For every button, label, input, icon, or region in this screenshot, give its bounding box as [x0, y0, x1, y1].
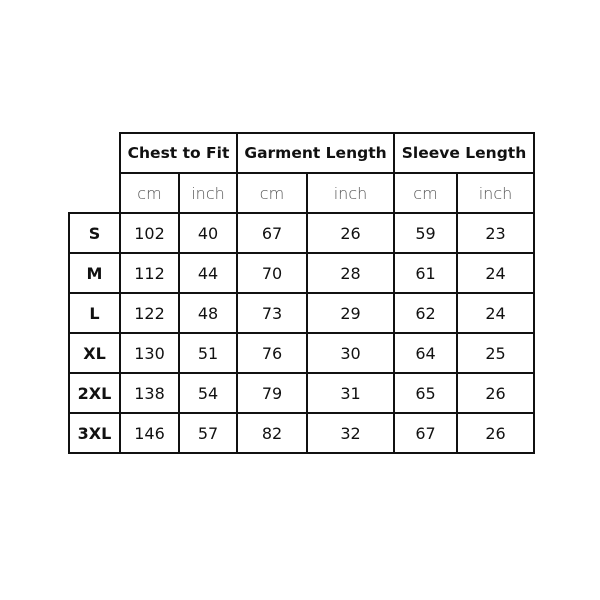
measurement-cell: 146 [119, 412, 180, 454]
measurement-cell: 30 [306, 332, 395, 374]
measurement-cell: 31 [306, 372, 395, 414]
measurement-cell: 64 [393, 332, 458, 374]
measurement-cell: 79 [236, 372, 308, 414]
measurement-cell: 82 [236, 412, 308, 454]
measurement-cell: 26 [456, 372, 535, 414]
size-chart-table: Chest to Fit Garment Length Sleeve Lengt… [68, 132, 535, 454]
measurement-cell: 122 [119, 292, 180, 334]
measurement-cell: 76 [236, 332, 308, 374]
unit-header: cm [119, 172, 180, 214]
unit-header: inch [456, 172, 535, 214]
measurement-cell: 67 [393, 412, 458, 454]
measurement-cell: 23 [456, 212, 535, 254]
measurement-cell: 57 [178, 412, 238, 454]
size-label: M [68, 252, 121, 294]
measurement-cell: 130 [119, 332, 180, 374]
size-label: 2XL [68, 372, 121, 414]
size-label: L [68, 292, 121, 334]
measurement-cell: 24 [456, 292, 535, 334]
group-header-garment-length: Garment Length [236, 132, 395, 174]
measurement-cell: 112 [119, 252, 180, 294]
unit-header-row: cm inch cm inch cm inch [69, 172, 535, 214]
measurement-cell: 26 [306, 212, 395, 254]
measurement-cell: 65 [393, 372, 458, 414]
measurement-cell: 29 [306, 292, 395, 334]
table-row: L 122 48 73 29 62 24 [68, 292, 535, 334]
table-row: XL 130 51 76 30 64 25 [68, 332, 535, 374]
measurement-cell: 28 [306, 252, 395, 294]
size-label: S [68, 212, 121, 254]
measurement-cell: 70 [236, 252, 308, 294]
measurement-cell: 67 [236, 212, 308, 254]
measurement-cell: 44 [178, 252, 238, 294]
measurement-cell: 54 [178, 372, 238, 414]
unit-header: inch [178, 172, 238, 214]
measurement-cell: 40 [178, 212, 238, 254]
measurement-cell: 48 [178, 292, 238, 334]
unit-header: inch [306, 172, 395, 214]
measurement-cell: 61 [393, 252, 458, 294]
size-label: XL [68, 332, 121, 374]
measurement-cell: 26 [456, 412, 535, 454]
measurement-cell: 73 [236, 292, 308, 334]
size-label: 3XL [68, 412, 121, 454]
group-header-row: Chest to Fit Garment Length Sleeve Lengt… [69, 132, 535, 174]
measurement-cell: 102 [119, 212, 180, 254]
unit-header: cm [393, 172, 458, 214]
empty-corner [69, 173, 120, 213]
empty-corner [69, 133, 120, 173]
measurement-cell: 138 [119, 372, 180, 414]
measurement-cell: 25 [456, 332, 535, 374]
measurement-cell: 59 [393, 212, 458, 254]
table-row: S 102 40 67 26 59 23 [68, 212, 535, 254]
table-row: M 112 44 70 28 61 24 [68, 252, 535, 294]
measurement-cell: 32 [306, 412, 395, 454]
measurement-cell: 24 [456, 252, 535, 294]
measurement-cell: 51 [178, 332, 238, 374]
measurement-cell: 62 [393, 292, 458, 334]
group-header-chest: Chest to Fit [119, 132, 238, 174]
group-header-sleeve-length: Sleeve Length [393, 132, 535, 174]
table-row: 2XL 138 54 79 31 65 26 [68, 372, 535, 414]
unit-header: cm [236, 172, 308, 214]
table-row: 3XL 146 57 82 32 67 26 [68, 412, 535, 454]
